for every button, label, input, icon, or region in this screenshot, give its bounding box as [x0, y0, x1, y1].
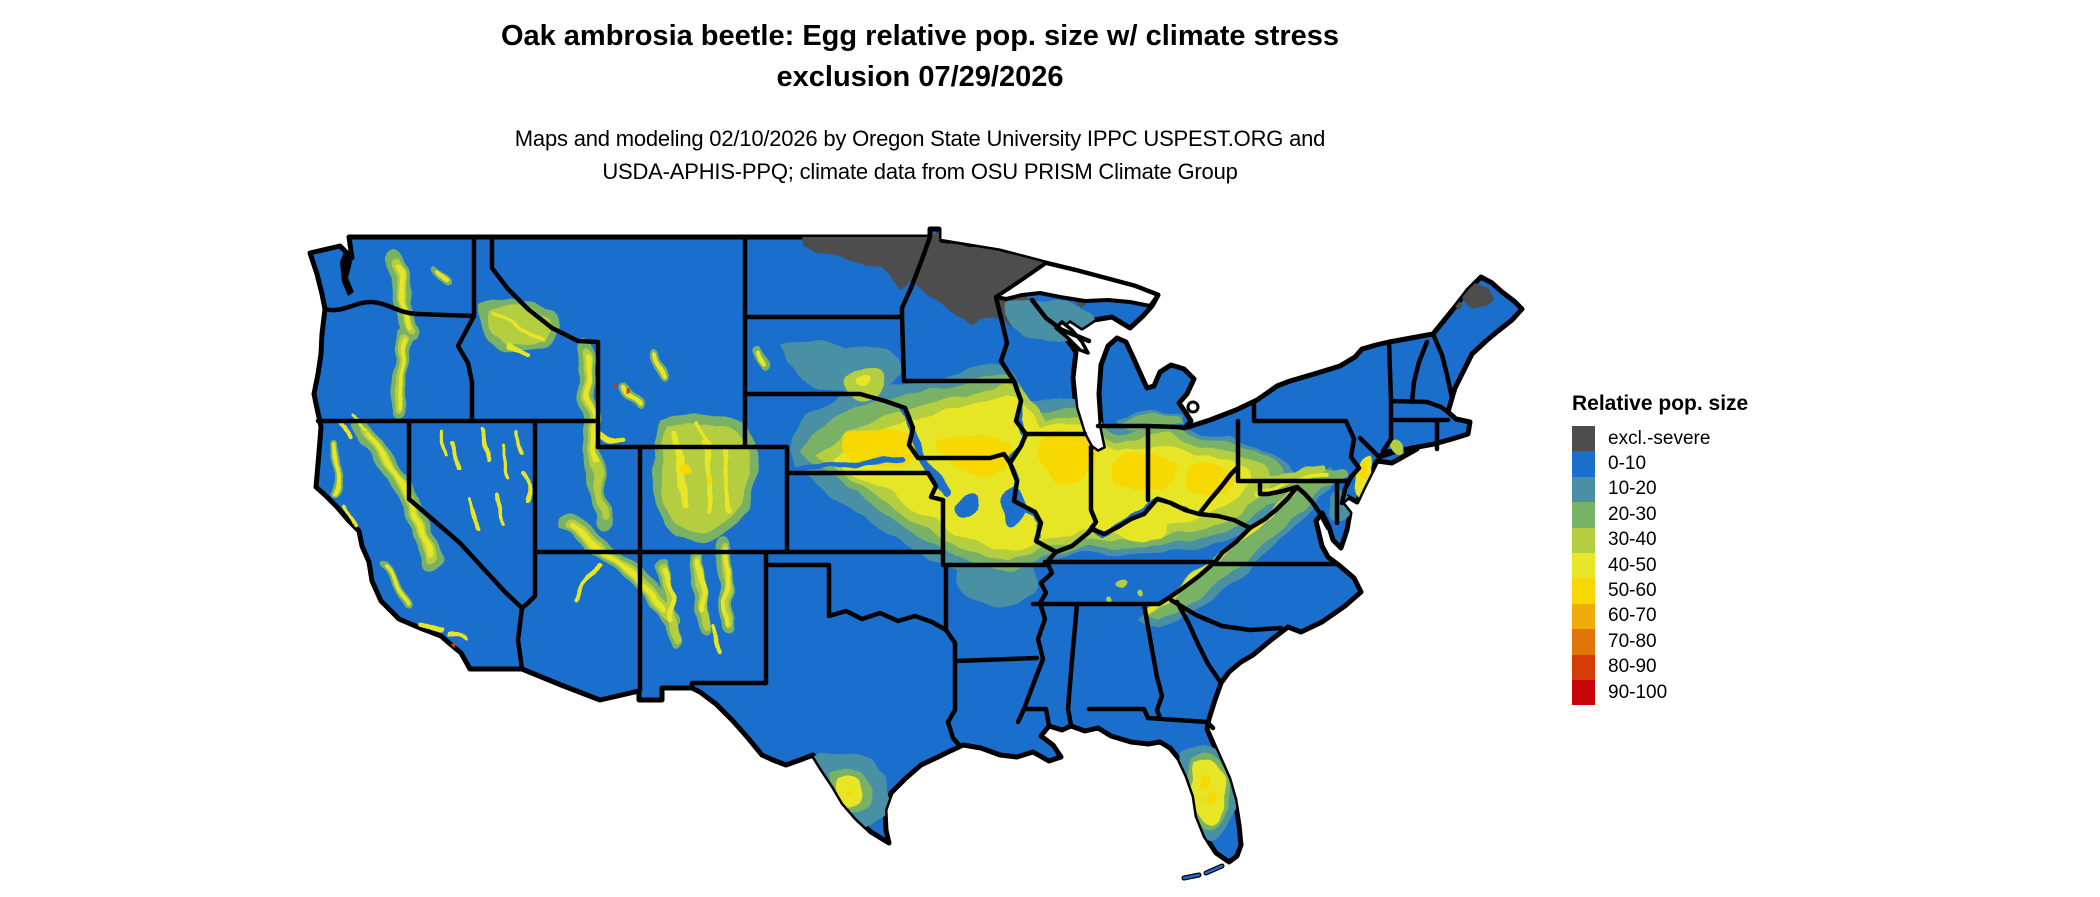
legend-items: excl.-severe 0-10 10-20 20-30 30-40 40-50 50-6… [1572, 426, 1832, 706]
legend-item: 80-90 [1572, 654, 1832, 680]
legend-swatch [1572, 451, 1595, 477]
title-line-2: exclusion 07/29/2026 [776, 61, 1064, 93]
lake-st-clair [1186, 400, 1200, 414]
legend-label: 0-10 [1608, 453, 1647, 475]
legend-label: 30-40 [1608, 529, 1657, 551]
legend-swatch [1572, 603, 1595, 630]
legend-swatch [1572, 476, 1595, 503]
legend-item: 0-10 [1572, 451, 1832, 477]
legend-swatch [1572, 578, 1595, 604]
map-title: Oak ambrosia beetle: Egg relative pop. s… [220, 16, 1620, 98]
legend-item: 70-80 [1572, 629, 1832, 655]
legend-swatch [1572, 426, 1595, 452]
legend-label: 90-100 [1608, 681, 1668, 703]
legend-label: 80-90 [1608, 656, 1657, 678]
puget-sound [340, 250, 354, 296]
legend-swatch [1572, 527, 1595, 553]
legend-item: 60-70 [1572, 603, 1832, 630]
legend-label: 40-50 [1608, 554, 1657, 576]
legend-label: 50-60 [1608, 580, 1657, 602]
legend-label: 20-30 [1608, 503, 1657, 525]
legend-label: excl.-severe [1608, 427, 1711, 449]
subtitle-line-2: USDA-APHIS-PPQ; climate data from OSU PR… [602, 159, 1238, 184]
legend-item: 10-20 [1572, 476, 1832, 503]
legend-item: 30-40 [1572, 527, 1832, 553]
legend-swatch [1572, 502, 1595, 528]
legend-swatch [1572, 654, 1595, 680]
legend-label: 70-80 [1608, 630, 1657, 652]
legend-swatch [1572, 679, 1595, 706]
map-subtitle: Maps and modeling 02/10/2026 by Oregon S… [220, 122, 1620, 188]
raster-red-specks [452, 385, 631, 649]
legend-item: 90-100 [1572, 679, 1832, 706]
legend-label: 10-20 [1608, 478, 1657, 500]
legend: Relative pop. size excl.-severe 0-10 10-20… [1572, 392, 1832, 706]
state-borders [315, 234, 1455, 748]
title-line-1: Oak ambrosia beetle: Egg relative pop. s… [500, 20, 1340, 52]
legend-item: 40-50 [1572, 552, 1832, 579]
legend-title: Relative pop. size [1572, 392, 1749, 415]
florida-keys [1181, 863, 1225, 881]
legend-label: 60-70 [1608, 605, 1657, 627]
legend-item: excl.-severe [1572, 426, 1832, 452]
legend-item: 20-30 [1572, 502, 1832, 528]
legend-swatch [1572, 629, 1595, 655]
raster-overlay [328, 230, 1494, 840]
legend-item: 50-60 [1572, 578, 1832, 604]
subtitle-line-1: Maps and modeling 02/10/2026 by Oregon S… [514, 126, 1326, 151]
legend-swatch [1572, 552, 1595, 579]
lake-superior [994, 261, 1160, 308]
